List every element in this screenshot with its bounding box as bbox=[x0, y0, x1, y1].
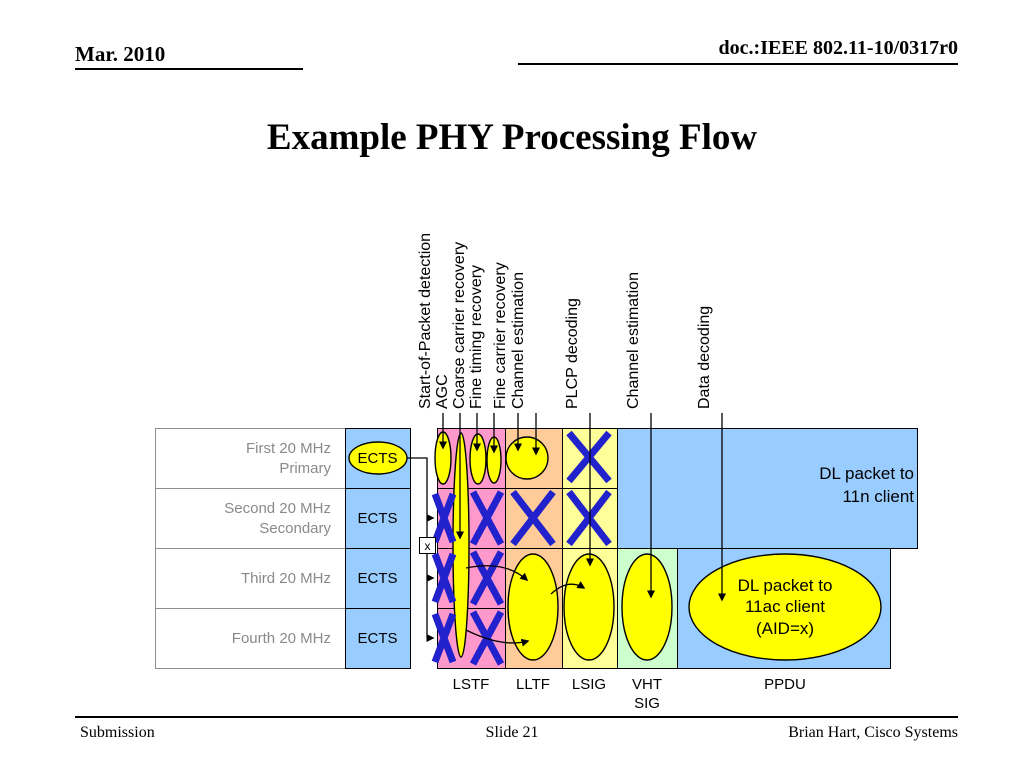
lsig-cell-row2 bbox=[562, 488, 618, 549]
vht-sig-cell bbox=[617, 548, 678, 669]
lltf-cell-rows34 bbox=[505, 548, 563, 669]
lstf-cell-row2 bbox=[437, 488, 506, 549]
footer-slide-number: Slide 21 bbox=[485, 724, 539, 741]
row-label-text: Second 20 MHz Secondary bbox=[224, 500, 331, 537]
field-label-lstf: LSTF bbox=[452, 676, 490, 693]
row-label-text: Fourth 20 MHz bbox=[231, 629, 331, 647]
header-doc-number: doc.:IEEE 802.11-10/0317r0 bbox=[718, 37, 958, 59]
process-label-fine-carrier: Fine carrier recovery bbox=[492, 262, 509, 409]
row-label-text: First 20 MHz Primary bbox=[245, 440, 331, 477]
ects-label-row3: ECTS bbox=[357, 569, 398, 587]
ects-label-row1: ECTS bbox=[357, 449, 398, 467]
footer-rule bbox=[75, 716, 958, 718]
dl-11n-label: DL packet to 11n client bbox=[819, 464, 914, 506]
lltf-cell-row1 bbox=[505, 428, 563, 489]
ects-label-row4: ECTS bbox=[357, 629, 398, 647]
row-label-text: Third 20 MHz bbox=[240, 569, 331, 587]
lsig-cell-row1 bbox=[562, 428, 618, 489]
dl-11n-region bbox=[617, 428, 918, 549]
process-label-start-of-packet: Start-of-Packet detection bbox=[417, 232, 434, 409]
lltf-cell-row2 bbox=[505, 488, 563, 549]
lstf-cell-row1 bbox=[437, 428, 506, 489]
footer-submission: Submission bbox=[80, 724, 155, 741]
field-label-lltf: LLTF bbox=[516, 676, 550, 693]
multiplier-box: x bbox=[419, 537, 436, 554]
field-label-lsig: LSIG bbox=[571, 676, 607, 693]
lstf-cell-row4 bbox=[437, 608, 506, 669]
ects-label-row2: ECTS bbox=[357, 509, 398, 527]
row-label-first-20mhz: First 20 MHz Primary bbox=[155, 428, 346, 489]
row-label-fourth-20mhz: Fourth 20 MHz bbox=[155, 608, 346, 669]
process-label-channel-estimation-2: Channel estimation bbox=[625, 272, 642, 409]
process-label-channel-estimation-1: Channel estimation bbox=[510, 272, 527, 409]
process-label-coarse-carrier: Coarse carrier recovery bbox=[451, 241, 468, 409]
slide-title: Example PHY Processing Flow bbox=[266, 117, 758, 158]
footer-author: Brian Hart, Cisco Systems bbox=[788, 724, 958, 741]
row-label-second-20mhz: Second 20 MHz Secondary bbox=[155, 488, 346, 549]
header-date: Mar. 2010 bbox=[75, 42, 166, 66]
process-label-agc: AGC bbox=[434, 374, 451, 409]
ects-cell-row2 bbox=[345, 488, 411, 549]
process-label-plcp-decoding: PLCP decoding bbox=[564, 298, 581, 409]
process-label-fine-timing: Fine timing recovery bbox=[468, 264, 485, 409]
process-label-data-decoding: Data decoding bbox=[696, 305, 713, 409]
row-label-third-20mhz: Third 20 MHz bbox=[155, 548, 346, 609]
dl-11ac-label: DL packet to 11ac client (AID=x) bbox=[737, 576, 833, 638]
field-label-ppdu: PPDU bbox=[764, 676, 806, 693]
header-underline-right bbox=[518, 63, 958, 65]
lstf-cell-row3 bbox=[437, 548, 506, 609]
ects-cell-row4 bbox=[345, 608, 411, 669]
header-underline-left bbox=[75, 68, 303, 70]
lsig-cell-rows34 bbox=[562, 548, 618, 669]
field-label-vht-sig: VHT SIG bbox=[632, 676, 662, 712]
